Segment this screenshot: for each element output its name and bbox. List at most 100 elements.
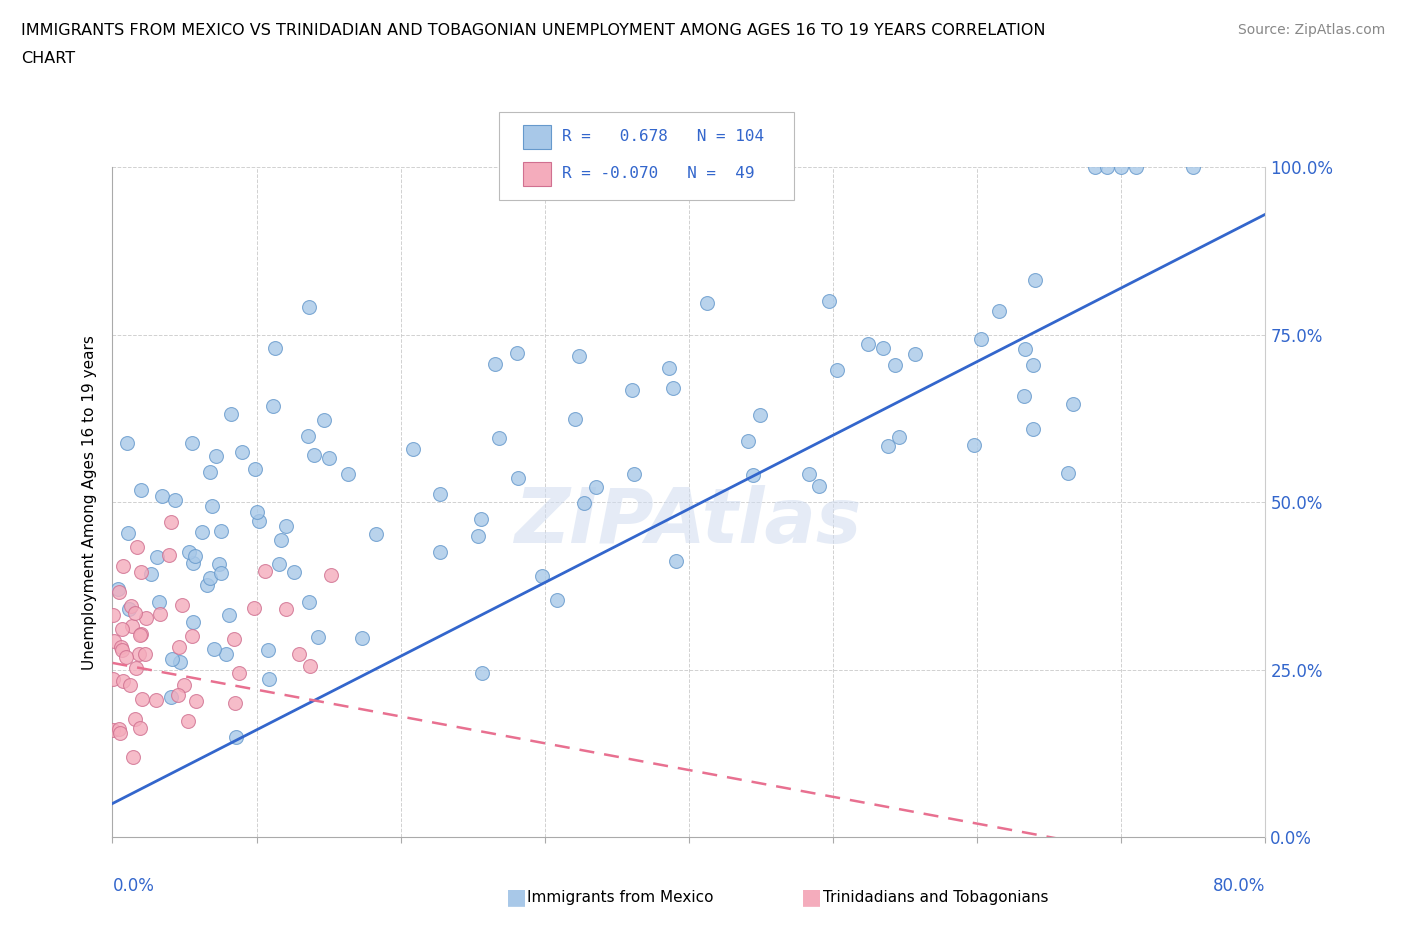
Point <box>224 631 246 646</box>
Point <box>195 578 218 592</box>
Point <box>246 504 269 519</box>
Point <box>149 606 172 621</box>
Point <box>207 557 229 572</box>
Text: ZIPAtlas: ZIPAtlas <box>515 485 863 559</box>
Point <box>531 568 554 583</box>
Point <box>108 585 131 600</box>
Point <box>160 652 183 667</box>
Point <box>253 564 276 578</box>
Point <box>827 363 849 378</box>
Point <box>173 677 195 692</box>
Point <box>1125 160 1147 175</box>
Point <box>103 607 125 622</box>
Point <box>506 471 529 485</box>
Point <box>107 722 129 737</box>
Point <box>181 555 204 570</box>
Point <box>318 451 340 466</box>
Point <box>904 346 927 361</box>
Point <box>204 448 226 463</box>
Point <box>127 540 149 555</box>
Text: R = -0.070   N =  49: R = -0.070 N = 49 <box>562 166 755 181</box>
Point <box>148 594 170 609</box>
Point <box>568 349 591 364</box>
Point <box>157 548 180 563</box>
Point <box>818 293 841 308</box>
Point <box>111 643 134 658</box>
Text: IMMIGRANTS FROM MEXICO VS TRINIDADIAN AND TOBAGONIAN UNEMPLOYMENT AMONG AGES 16 : IMMIGRANTS FROM MEXICO VS TRINIDADIAN AN… <box>21 23 1046 38</box>
Point <box>1084 160 1107 175</box>
Point <box>135 611 157 626</box>
Point <box>471 665 494 680</box>
Point <box>797 466 820 481</box>
Point <box>107 581 129 596</box>
Point <box>1022 358 1045 373</box>
Point <box>115 436 138 451</box>
Point <box>150 488 173 503</box>
Point <box>166 688 188 703</box>
Point <box>159 515 181 530</box>
Point <box>298 299 321 314</box>
Point <box>321 567 343 582</box>
Point <box>467 529 489 544</box>
Point <box>180 435 202 450</box>
Point <box>274 602 297 617</box>
Point <box>177 545 200 560</box>
Point <box>169 654 191 669</box>
Point <box>231 445 253 459</box>
Text: Immigrants from Mexico: Immigrants from Mexico <box>527 890 714 905</box>
Point <box>145 550 167 565</box>
Point <box>224 695 246 710</box>
Point <box>110 640 132 655</box>
Point <box>858 337 880 352</box>
Point <box>159 689 181 704</box>
Point <box>297 428 319 443</box>
Point <box>209 565 232 580</box>
Point <box>1062 397 1084 412</box>
Point <box>129 626 152 641</box>
Point <box>350 631 373 645</box>
Point <box>970 331 993 346</box>
Point <box>696 296 718 311</box>
Point <box>257 643 280 658</box>
Point <box>103 723 125 737</box>
Point <box>114 650 136 665</box>
Point <box>200 464 222 479</box>
Point <box>228 665 250 680</box>
Point <box>214 646 236 661</box>
Point <box>184 549 207 564</box>
Point <box>263 340 285 355</box>
Point <box>336 466 359 481</box>
Point <box>242 601 264 616</box>
Point <box>200 571 222 586</box>
Text: R =   0.678   N = 104: R = 0.678 N = 104 <box>562 129 765 144</box>
Point <box>1095 160 1118 175</box>
Point <box>124 606 146 621</box>
Point <box>1056 465 1078 480</box>
Point <box>807 478 830 493</box>
Point <box>201 498 224 513</box>
Point <box>145 692 167 707</box>
Point <box>163 493 186 508</box>
Text: 0.0%: 0.0% <box>112 877 155 896</box>
Point <box>101 671 124 686</box>
Point <box>737 433 759 448</box>
Point <box>190 525 212 539</box>
Point <box>506 346 529 361</box>
Point <box>225 729 247 744</box>
Text: ■: ■ <box>801 887 823 908</box>
Text: Trinidadians and Tobagonians: Trinidadians and Tobagonians <box>823 890 1047 905</box>
Point <box>128 721 150 736</box>
Y-axis label: Unemployment Among Ages 16 to 19 years: Unemployment Among Ages 16 to 19 years <box>82 335 97 670</box>
Point <box>125 661 148 676</box>
Point <box>877 439 900 454</box>
Point <box>202 642 225 657</box>
Point <box>299 658 322 673</box>
Point <box>1182 160 1205 175</box>
Point <box>307 630 329 644</box>
Point <box>364 526 387 541</box>
Point <box>429 544 451 559</box>
Point <box>141 566 163 581</box>
Point <box>574 496 596 511</box>
Point <box>298 594 321 609</box>
Point <box>112 559 135 574</box>
